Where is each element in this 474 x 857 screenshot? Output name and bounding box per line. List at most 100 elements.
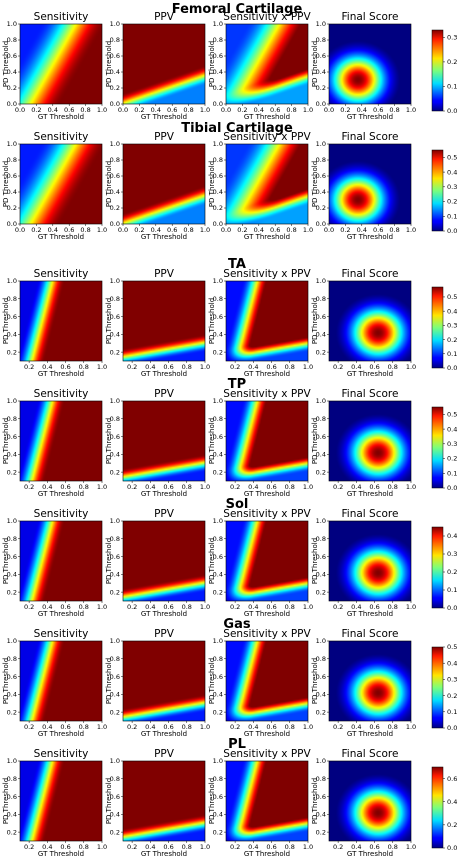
y-axis-label: PD Threshold xyxy=(105,778,113,824)
y-tick-label: 0.4 xyxy=(213,188,223,196)
x-axis-label: GT Threshold xyxy=(38,610,84,618)
heatmap-image xyxy=(20,281,102,361)
y-tick-label: 0.4 xyxy=(213,331,223,339)
y-tick-label: 0.2 xyxy=(110,828,120,836)
y-tick-label: 0.6 xyxy=(213,793,223,801)
x-tick-label: 0.2 xyxy=(24,363,34,371)
colorbar-tick-label: 0.4 xyxy=(447,168,457,176)
y-tick-label: 1.0 xyxy=(7,397,17,405)
y-tick-label: 0.0 xyxy=(7,220,17,228)
x-tick-label: 0.6 xyxy=(60,603,70,611)
x-tick-label: 0.0 xyxy=(324,226,334,234)
y-tick-label: 0.0 xyxy=(213,220,223,228)
x-tick-label: 0.6 xyxy=(369,363,379,371)
y-tick-label: 0.8 xyxy=(213,775,223,783)
x-tick-label: 0.0 xyxy=(15,106,25,114)
x-tick-label: 0.4 xyxy=(42,723,52,731)
axes-frame xyxy=(328,760,412,842)
x-tick-label: 0.6 xyxy=(266,483,276,491)
heatmap-image xyxy=(226,521,308,601)
colorbar-tick-label: 0.3 xyxy=(447,34,457,42)
y-tick-label: 0.8 xyxy=(110,535,120,543)
y-tick-label: 0.2 xyxy=(213,588,223,596)
x-tick-label: 0.2 xyxy=(230,723,240,731)
colorbar-tick-label: 0.3 xyxy=(447,676,457,684)
x-tick-label: 1.0 xyxy=(200,226,210,234)
x-tick-label: 1.0 xyxy=(97,723,107,731)
y-tick-label: 0.6 xyxy=(110,793,120,801)
y-tick-label: 0.6 xyxy=(7,313,17,321)
x-tick-label: 1.0 xyxy=(303,603,313,611)
axes-frame xyxy=(122,760,206,842)
y-tick-label: 1.0 xyxy=(316,140,326,148)
y-axis-label: PD Threshold xyxy=(311,658,319,704)
y-tick-label: 1.0 xyxy=(7,277,17,285)
x-tick-label: 0.6 xyxy=(270,106,280,114)
colorbar-tick-label: 0.0 xyxy=(447,484,457,492)
y-tick-label: 0.4 xyxy=(110,451,120,459)
row-title: Sol xyxy=(226,497,249,512)
y-tick-label: 0.6 xyxy=(316,553,326,561)
y-tick-label: 0.8 xyxy=(110,655,120,663)
panel-title: Sensitivity x PPV xyxy=(223,508,311,520)
colorbar-tick-label: 0.5 xyxy=(447,293,457,301)
heatmap-image xyxy=(329,24,411,104)
y-tick-label: 0.2 xyxy=(110,708,120,716)
colorbar-tick-label: 0.1 xyxy=(447,469,457,477)
x-tick-label: 0.2 xyxy=(237,106,247,114)
x-axis-label: GT Threshold xyxy=(38,113,84,121)
panel-title: Final Score xyxy=(342,748,399,760)
y-tick-label: 0.6 xyxy=(316,52,326,60)
y-tick-label: 0.2 xyxy=(213,204,223,212)
axes-frame xyxy=(225,400,309,482)
panel-title: Sensitivity x PPV xyxy=(223,131,311,143)
y-tick-label: 0.6 xyxy=(110,553,120,561)
x-tick-label: 0.2 xyxy=(127,843,137,851)
y-tick-label: 0.8 xyxy=(7,535,17,543)
x-axis-label: GT Threshold xyxy=(38,730,84,738)
x-tick-label: 0.2 xyxy=(24,843,34,851)
panel-title: Final Score xyxy=(342,268,399,280)
x-tick-label: 0.2 xyxy=(230,363,240,371)
y-tick-label: 0.8 xyxy=(110,415,120,423)
y-tick-label: 0.4 xyxy=(316,811,326,819)
y-tick-label: 1.0 xyxy=(7,757,17,765)
axes-frame xyxy=(122,280,206,362)
colorbar-tick-label: 0.5 xyxy=(447,154,457,162)
y-tick-label: 0.8 xyxy=(213,655,223,663)
axes-frame xyxy=(225,280,309,362)
x-tick-label: 0.6 xyxy=(163,483,173,491)
axes-frame xyxy=(328,280,412,362)
x-tick-label: 0.6 xyxy=(369,843,379,851)
x-tick-label: 0.2 xyxy=(31,106,41,114)
x-tick-label: 0.6 xyxy=(60,363,70,371)
y-tick-label: 0.6 xyxy=(7,553,17,561)
colorbar-tick-label: 0.4 xyxy=(447,425,457,433)
y-tick-label: 0.8 xyxy=(110,775,120,783)
x-tick-label: 0.2 xyxy=(134,226,144,234)
y-tick-label: 0.2 xyxy=(213,84,223,92)
y-tick-label: 0.4 xyxy=(110,68,120,76)
y-tick-label: 0.2 xyxy=(7,204,17,212)
colorbar xyxy=(431,526,444,609)
panel-title: PPV xyxy=(154,508,175,520)
y-tick-label: 0.2 xyxy=(316,84,326,92)
y-tick-label: 0.2 xyxy=(7,348,17,356)
y-tick-label: 0.8 xyxy=(316,295,326,303)
heatmap-image xyxy=(226,24,308,104)
x-axis-label: GT Threshold xyxy=(141,730,187,738)
axes-frame xyxy=(19,400,103,482)
panel-title: PPV xyxy=(154,748,175,760)
x-axis-label: GT Threshold xyxy=(141,490,187,498)
panel-title: Sensitivity x PPV xyxy=(223,268,311,280)
y-axis-label: PD Threshold xyxy=(208,658,216,704)
x-axis-label: GT Threshold xyxy=(38,233,84,241)
y-tick-label: 1.0 xyxy=(110,20,120,28)
y-tick-label: 0.8 xyxy=(7,775,17,783)
y-tick-label: 0.2 xyxy=(110,468,120,476)
x-axis-label: GT Threshold xyxy=(347,233,393,241)
y-tick-label: 0.8 xyxy=(110,36,120,44)
